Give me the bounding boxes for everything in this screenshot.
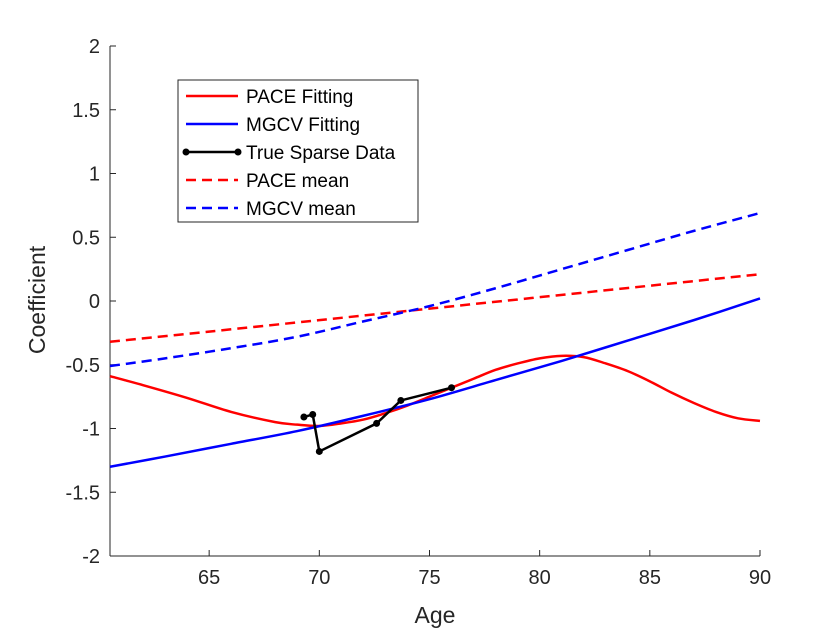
legend-label: MGCV mean [246, 199, 356, 220]
y-tick-label: 1 [89, 164, 100, 186]
data-point [448, 384, 456, 392]
data-point [300, 413, 308, 421]
x-tick-label: 90 [749, 567, 771, 589]
x-tick-label: 65 [198, 567, 220, 589]
y-axis-label: Coefficient [24, 245, 50, 354]
data-point [373, 419, 381, 427]
series-line-mgcv-fitting [109, 297, 761, 468]
y-tick-label: 0.5 [72, 227, 100, 249]
legend-label: True Sparse Data [246, 143, 396, 164]
y-tick-label: -1 [82, 419, 100, 441]
x-tick-label: 85 [639, 567, 661, 589]
y-tick-label: -0.5 [66, 355, 100, 377]
x-tick-label: 70 [308, 567, 330, 589]
data-point [397, 396, 405, 404]
y-tick-label: 1.5 [72, 100, 100, 122]
legend-label: MGCV Fitting [246, 115, 360, 136]
legend-marker [234, 148, 242, 156]
data-point [309, 410, 317, 418]
y-tick-label: 0 [89, 291, 100, 313]
legend-marker [182, 148, 190, 156]
series-line-pace-fitting [109, 354, 761, 428]
x-tick-label: 75 [418, 567, 440, 589]
y-tick-label: -2 [82, 546, 100, 568]
y-axis-ticks: -2 -1.5 -1 -0.5 0 0.5 1 1.5 2 [66, 36, 116, 568]
y-tick-label: 2 [89, 36, 100, 58]
series-layer [109, 211, 761, 468]
x-axis-ticks: 65 70 75 80 85 90 [198, 550, 771, 589]
x-tick-label: 80 [529, 567, 551, 589]
series-line-pace-mean [109, 272, 761, 344]
y-tick-label: -1.5 [66, 482, 100, 504]
x-axis-label: Age [415, 602, 456, 628]
legend-label: PACE mean [246, 171, 349, 192]
legend-label: PACE Fitting [246, 87, 353, 108]
data-point [315, 447, 323, 455]
series-line-mgcv-mean [109, 211, 761, 368]
legend: PACE Fitting MGCV Fitting True Sparse Data… [177, 79, 419, 223]
